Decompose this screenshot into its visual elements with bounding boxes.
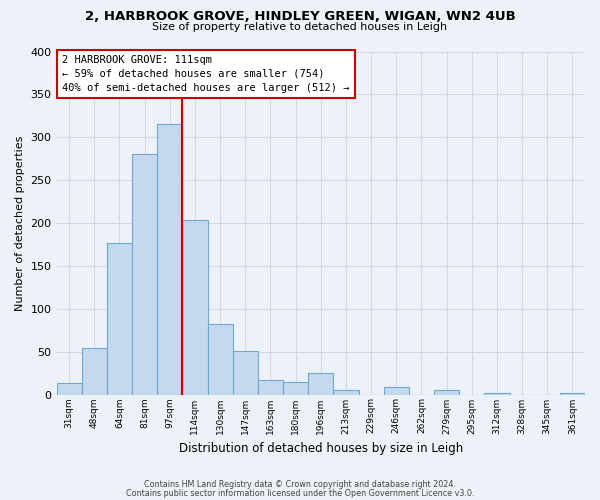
- Bar: [107, 242, 132, 394]
- Bar: [484, 393, 509, 394]
- Bar: [157, 124, 182, 394]
- Bar: [208, 324, 233, 394]
- Text: Contains HM Land Registry data © Crown copyright and database right 2024.: Contains HM Land Registry data © Crown c…: [144, 480, 456, 489]
- Text: 2, HARBROOK GROVE, HINDLEY GREEN, WIGAN, WN2 4UB: 2, HARBROOK GROVE, HINDLEY GREEN, WIGAN,…: [85, 10, 515, 23]
- Bar: [132, 154, 157, 394]
- X-axis label: Distribution of detached houses by size in Leigh: Distribution of detached houses by size …: [179, 442, 463, 455]
- Bar: [308, 373, 334, 394]
- Bar: [334, 390, 359, 394]
- Bar: [560, 393, 585, 394]
- Bar: [182, 220, 208, 394]
- Y-axis label: Number of detached properties: Number of detached properties: [15, 136, 25, 310]
- Text: 2 HARBROOK GROVE: 111sqm
← 59% of detached houses are smaller (754)
40% of semi-: 2 HARBROOK GROVE: 111sqm ← 59% of detach…: [62, 55, 349, 93]
- Bar: [56, 382, 82, 394]
- Bar: [233, 351, 258, 395]
- Bar: [434, 390, 459, 394]
- Text: Size of property relative to detached houses in Leigh: Size of property relative to detached ho…: [152, 22, 448, 32]
- Bar: [383, 387, 409, 394]
- Text: Contains public sector information licensed under the Open Government Licence v3: Contains public sector information licen…: [126, 488, 474, 498]
- Bar: [283, 382, 308, 394]
- Bar: [82, 348, 107, 395]
- Bar: [258, 380, 283, 394]
